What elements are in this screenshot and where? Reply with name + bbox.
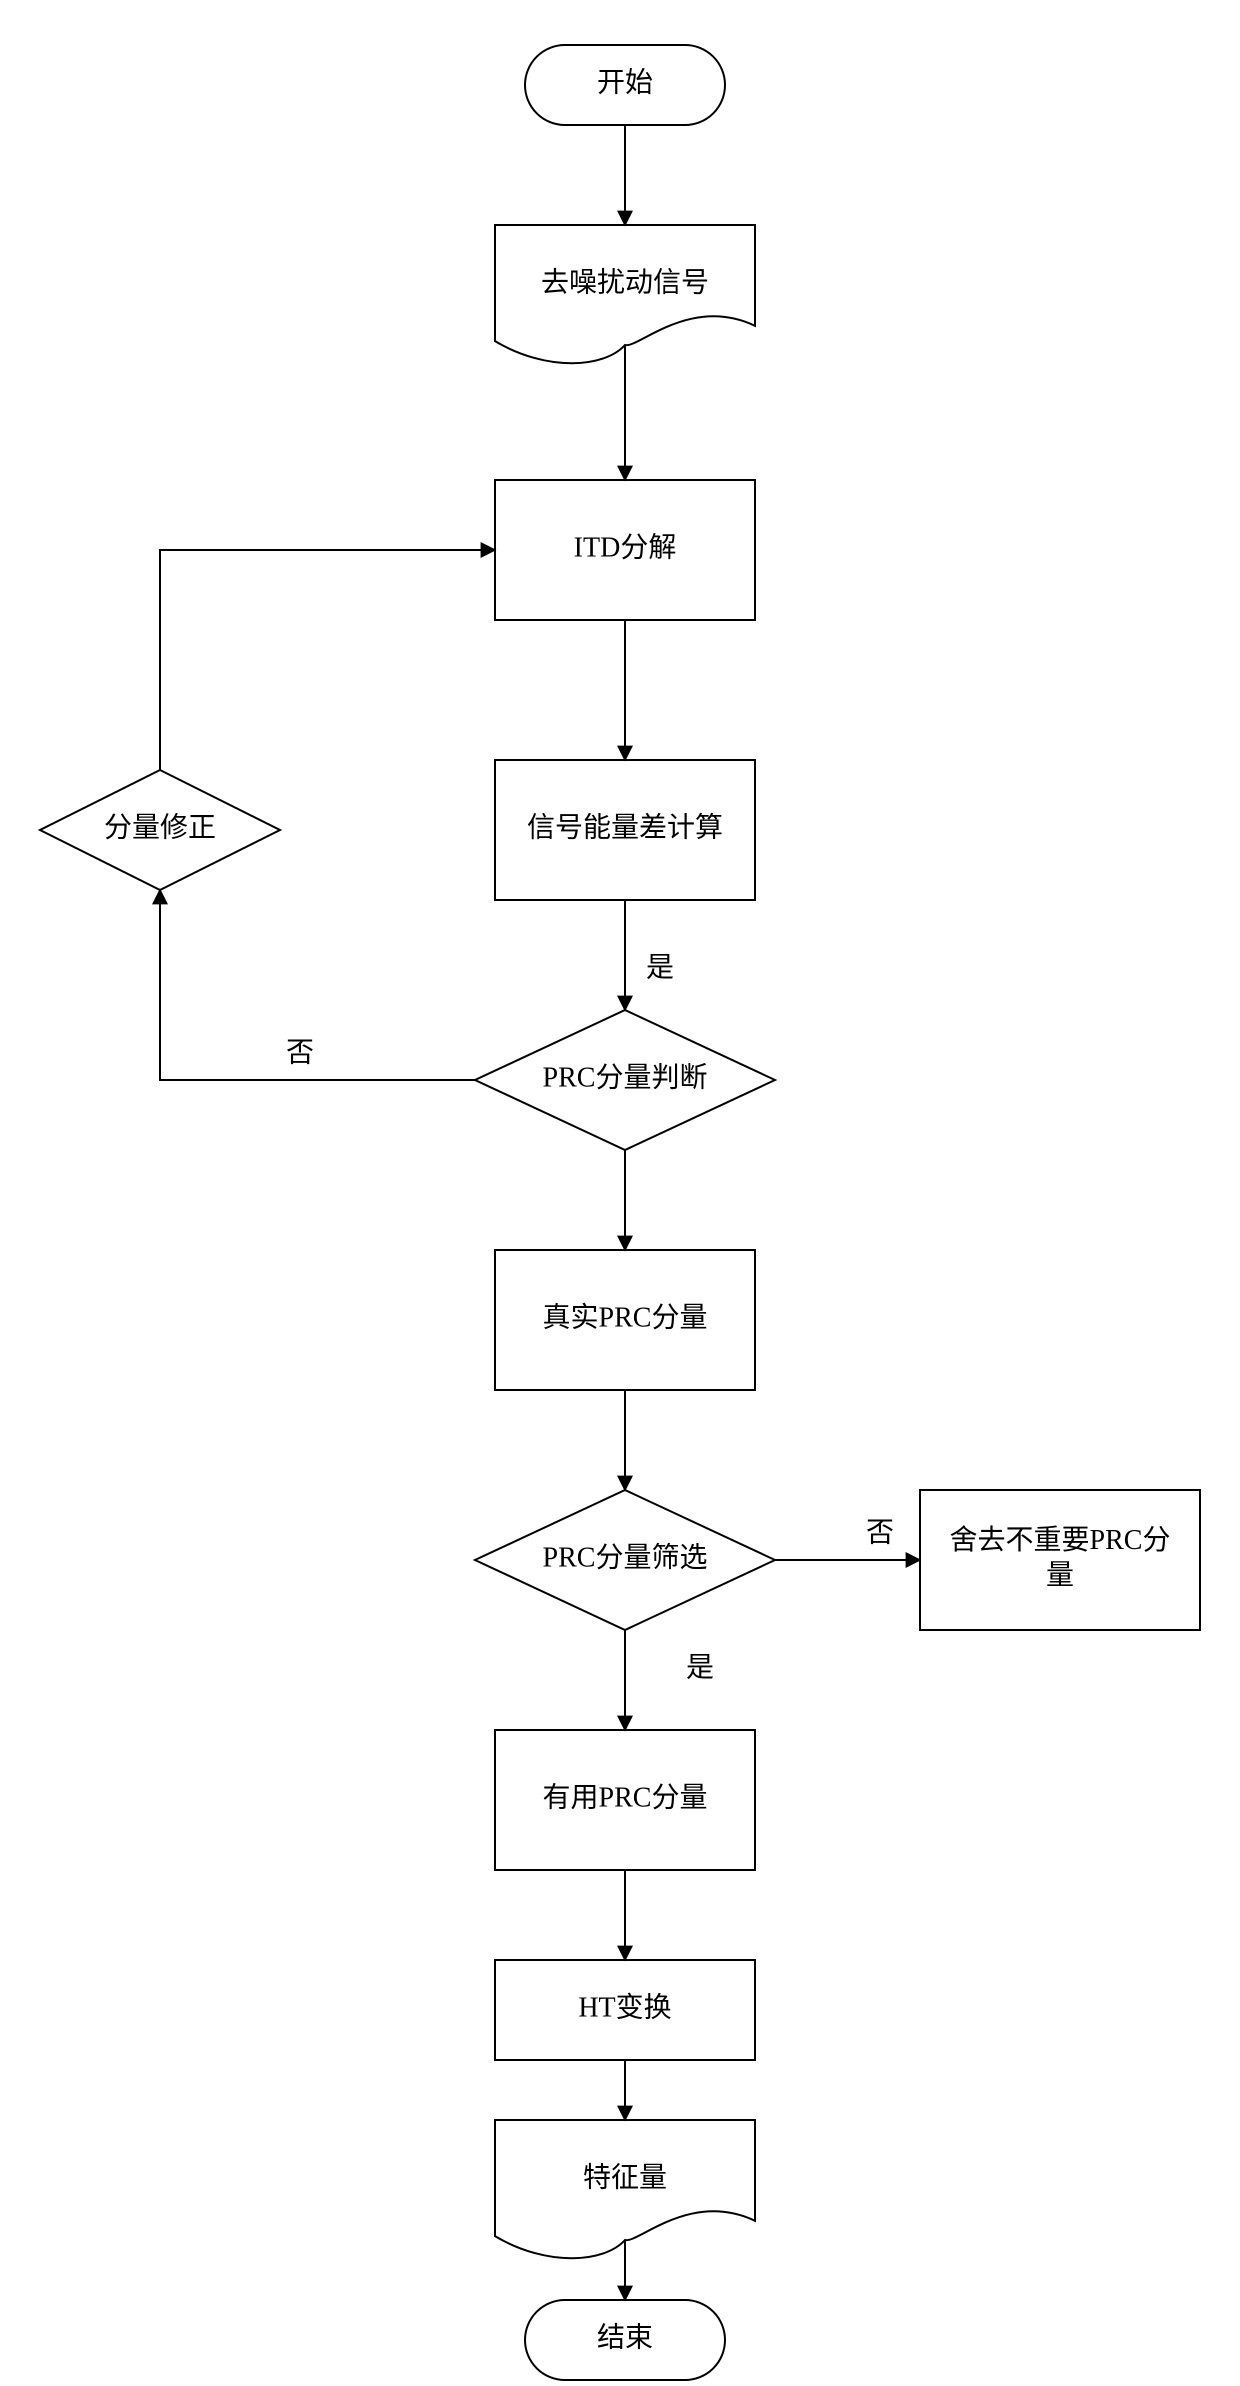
- svg-text:去噪扰动信号: 去噪扰动信号: [541, 266, 709, 298]
- svg-text:HT变换: HT变换: [578, 1991, 671, 2023]
- svg-text:舍去不重要PRC分: 舍去不重要PRC分: [950, 1524, 1171, 1556]
- svg-text:是: 是: [646, 952, 674, 983]
- svg-text:是: 是: [686, 1652, 714, 1683]
- svg-text:否: 否: [286, 1037, 314, 1068]
- svg-text:PRC分量筛选: PRC分量筛选: [543, 1541, 708, 1573]
- svg-text:特征量: 特征量: [583, 2161, 667, 2193]
- svg-text:PRC分量判断: PRC分量判断: [543, 1061, 708, 1093]
- svg-text:开始: 开始: [597, 66, 653, 98]
- svg-text:有用PRC分量: 有用PRC分量: [543, 1781, 708, 1813]
- svg-text:结束: 结束: [597, 2321, 653, 2353]
- svg-text:分量修正: 分量修正: [104, 811, 216, 843]
- svg-text:真实PRC分量: 真实PRC分量: [543, 1301, 708, 1333]
- svg-text:否: 否: [866, 1517, 894, 1548]
- svg-text:ITD分解: ITD分解: [574, 531, 677, 563]
- svg-text:信号能量差计算: 信号能量差计算: [527, 811, 723, 843]
- svg-text:量: 量: [1046, 1560, 1074, 1591]
- flowchart-canvas: 是是否否开始去噪扰动信号ITD分解信号能量差计算PRC分量判断分量修正真实PRC…: [0, 0, 1240, 2386]
